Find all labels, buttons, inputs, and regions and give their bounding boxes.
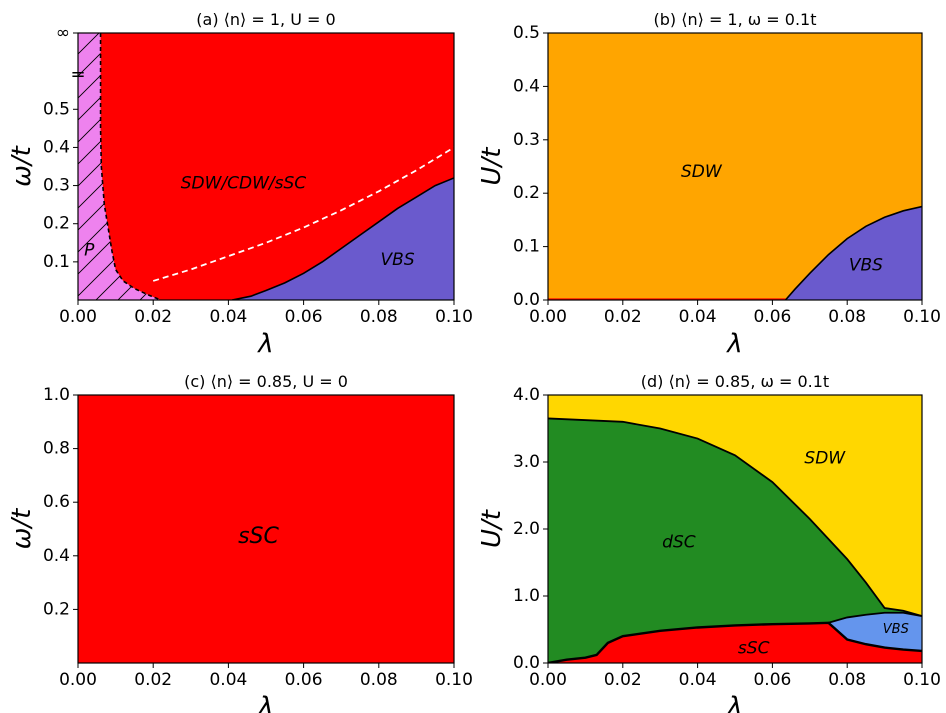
y-tick-label-b: 0.3 xyxy=(513,130,540,150)
x-tick-label-b: 0.08 xyxy=(828,307,866,327)
x-tick-label-b: 0.00 xyxy=(529,307,567,327)
panel-a: SDW/CDW/sSC P VBS 0.00 0.02 0.04 0.06 0.08 0.10 0… xyxy=(7,10,473,359)
y-tick-label-b: 0.2 xyxy=(513,183,540,203)
region-label-d-background: SDW xyxy=(804,449,846,469)
region-ssc-d xyxy=(548,622,922,663)
x-tick-label-a: 0.02 xyxy=(134,307,172,327)
y-tick-label-b: 0.1 xyxy=(513,237,540,257)
panel-title-a: (a) ⟨n⟩ = 1, U = 0 xyxy=(196,10,335,29)
x-tick-label-c: 0.10 xyxy=(435,670,473,690)
region-p-hatch xyxy=(78,33,161,300)
region-background-c xyxy=(78,395,454,663)
panel-b: SDW VBS 0.00 0.02 0.04 0.06 0.08 0.10 0.0 0.1 0.2 0… xyxy=(477,10,941,359)
x-tick-label-d: 0.00 xyxy=(529,670,567,690)
y-tick-label-a: ∞ xyxy=(56,23,70,43)
y-tick-label-c: 0.2 xyxy=(43,599,70,619)
x-tick-label-d: 0.06 xyxy=(753,670,791,690)
region-label-d-ssc: sSC xyxy=(738,638,770,658)
x-tick-label-d: 0.10 xyxy=(903,670,941,690)
panel-title-d: (d) ⟨n⟩ = 0.85, ω = 0.1t xyxy=(641,372,829,391)
region-label-b-background: SDW xyxy=(681,162,723,182)
x-tick-label-b: 0.10 xyxy=(903,307,941,327)
x-tick-label-c: 0.02 xyxy=(134,670,172,690)
x-axis-label-d: λ xyxy=(725,692,742,713)
region-label-a-p: P xyxy=(84,240,95,260)
x-axis-label-b: λ xyxy=(725,329,742,359)
region-label-a-background: SDW/CDW/sSC xyxy=(181,174,307,194)
region-label-d-dsc: dSC xyxy=(662,532,696,552)
plot-area-b xyxy=(548,33,922,300)
y-tick-label-d: 1.0 xyxy=(513,586,540,606)
boundary-vbs-d xyxy=(828,611,922,624)
panel-title-c: (c) ⟨n⟩ = 0.85, U = 0 xyxy=(184,372,348,391)
y-tick-label-a: 0.3 xyxy=(43,176,70,196)
x-tick-label-b: 0.06 xyxy=(753,307,791,327)
boundary-ssc-d xyxy=(548,621,922,663)
y-tick-label-d: 0.0 xyxy=(513,653,540,673)
panel-title-b: (b) ⟨n⟩ = 1, ω = 0.1t xyxy=(654,10,817,29)
frame-b xyxy=(547,32,923,301)
x-axis-label-a: λ xyxy=(256,329,273,359)
y-tick-label-b: 0.5 xyxy=(513,23,540,43)
region-dsc xyxy=(548,418,922,663)
y-tick-label-c: 0.8 xyxy=(43,439,70,459)
x-tick-label-a: 0.08 xyxy=(360,307,398,327)
x-tick-label-a: 0.04 xyxy=(209,307,247,327)
x-tick-label-c: 0.06 xyxy=(285,670,323,690)
y-tick-label-d: 3.0 xyxy=(513,452,540,472)
frame-c xyxy=(77,394,455,664)
x-tick-label-a: 0.06 xyxy=(285,307,323,327)
y-tick-label-b: 0.4 xyxy=(513,76,540,96)
y-tick-label-a: 0.2 xyxy=(43,214,70,234)
y-tick-label-d: 2.0 xyxy=(513,519,540,539)
boundary-vbs-b xyxy=(784,205,922,300)
plot-area-d xyxy=(548,395,922,663)
x-tick-label-c: 0.00 xyxy=(59,670,97,690)
y-tick-label-b: 0.0 xyxy=(513,290,540,310)
x-tick-label-d: 0.02 xyxy=(604,670,642,690)
x-tick-label-d: 0.08 xyxy=(828,670,866,690)
y-tick-label-a: 0.5 xyxy=(43,99,70,119)
region-label-a-vbs: VBS xyxy=(381,250,415,270)
region-label-c-background: sSC xyxy=(238,524,279,549)
panel-c: sSC 0.00 0.02 0.04 0.06 0.08 0.10 0.2 0.4 0.6 0.8 1… xyxy=(7,372,473,713)
region-vbs-d xyxy=(828,612,922,651)
boundary-vbs-a xyxy=(232,177,454,300)
y-tick-label-a: 0.1 xyxy=(43,252,70,272)
panel-d: SDW dSC VBS sSC 0.00 0.02 0.04 0.06 0.08 0.10 0.0 1… xyxy=(477,372,941,713)
x-tick-label-d: 0.04 xyxy=(679,670,717,690)
x-tick-label-c: 0.08 xyxy=(360,670,398,690)
region-label-b-vbs: VBS xyxy=(849,255,883,275)
region-label-d-vbs: VBS xyxy=(883,622,909,637)
y-tick-label-a: 0.4 xyxy=(43,137,70,157)
x-tick-label-a: 0.00 xyxy=(59,307,97,327)
frame-a xyxy=(77,32,455,301)
y-axis-label-b: U/t xyxy=(477,147,507,186)
region-vbs-b xyxy=(785,206,922,300)
boundary-dsc xyxy=(548,417,922,617)
y-tick-label-d: 4.0 xyxy=(513,385,540,405)
x-axis-label-c: λ xyxy=(256,692,273,713)
x-tick-label-a: 0.10 xyxy=(435,307,473,327)
dashed-line-a xyxy=(152,146,454,282)
y-axis-label-d: U/t xyxy=(477,509,507,548)
plot-area-a xyxy=(78,33,454,300)
x-tick-label-c: 0.04 xyxy=(209,670,247,690)
y-tick-label-c: 0.6 xyxy=(43,492,70,512)
y-axis-label-a: ω/t xyxy=(7,145,37,187)
x-tick-label-b: 0.02 xyxy=(604,307,642,327)
y-tick-label-c: 0.4 xyxy=(43,546,70,566)
x-tick-label-b: 0.04 xyxy=(679,307,717,327)
boundary-p xyxy=(99,33,162,300)
plot-area-c xyxy=(78,395,454,663)
y-axis-label-c: ω/t xyxy=(7,508,37,550)
axis-break-a: = xyxy=(70,64,85,85)
y-tick-label-c: 1.0 xyxy=(43,385,70,405)
